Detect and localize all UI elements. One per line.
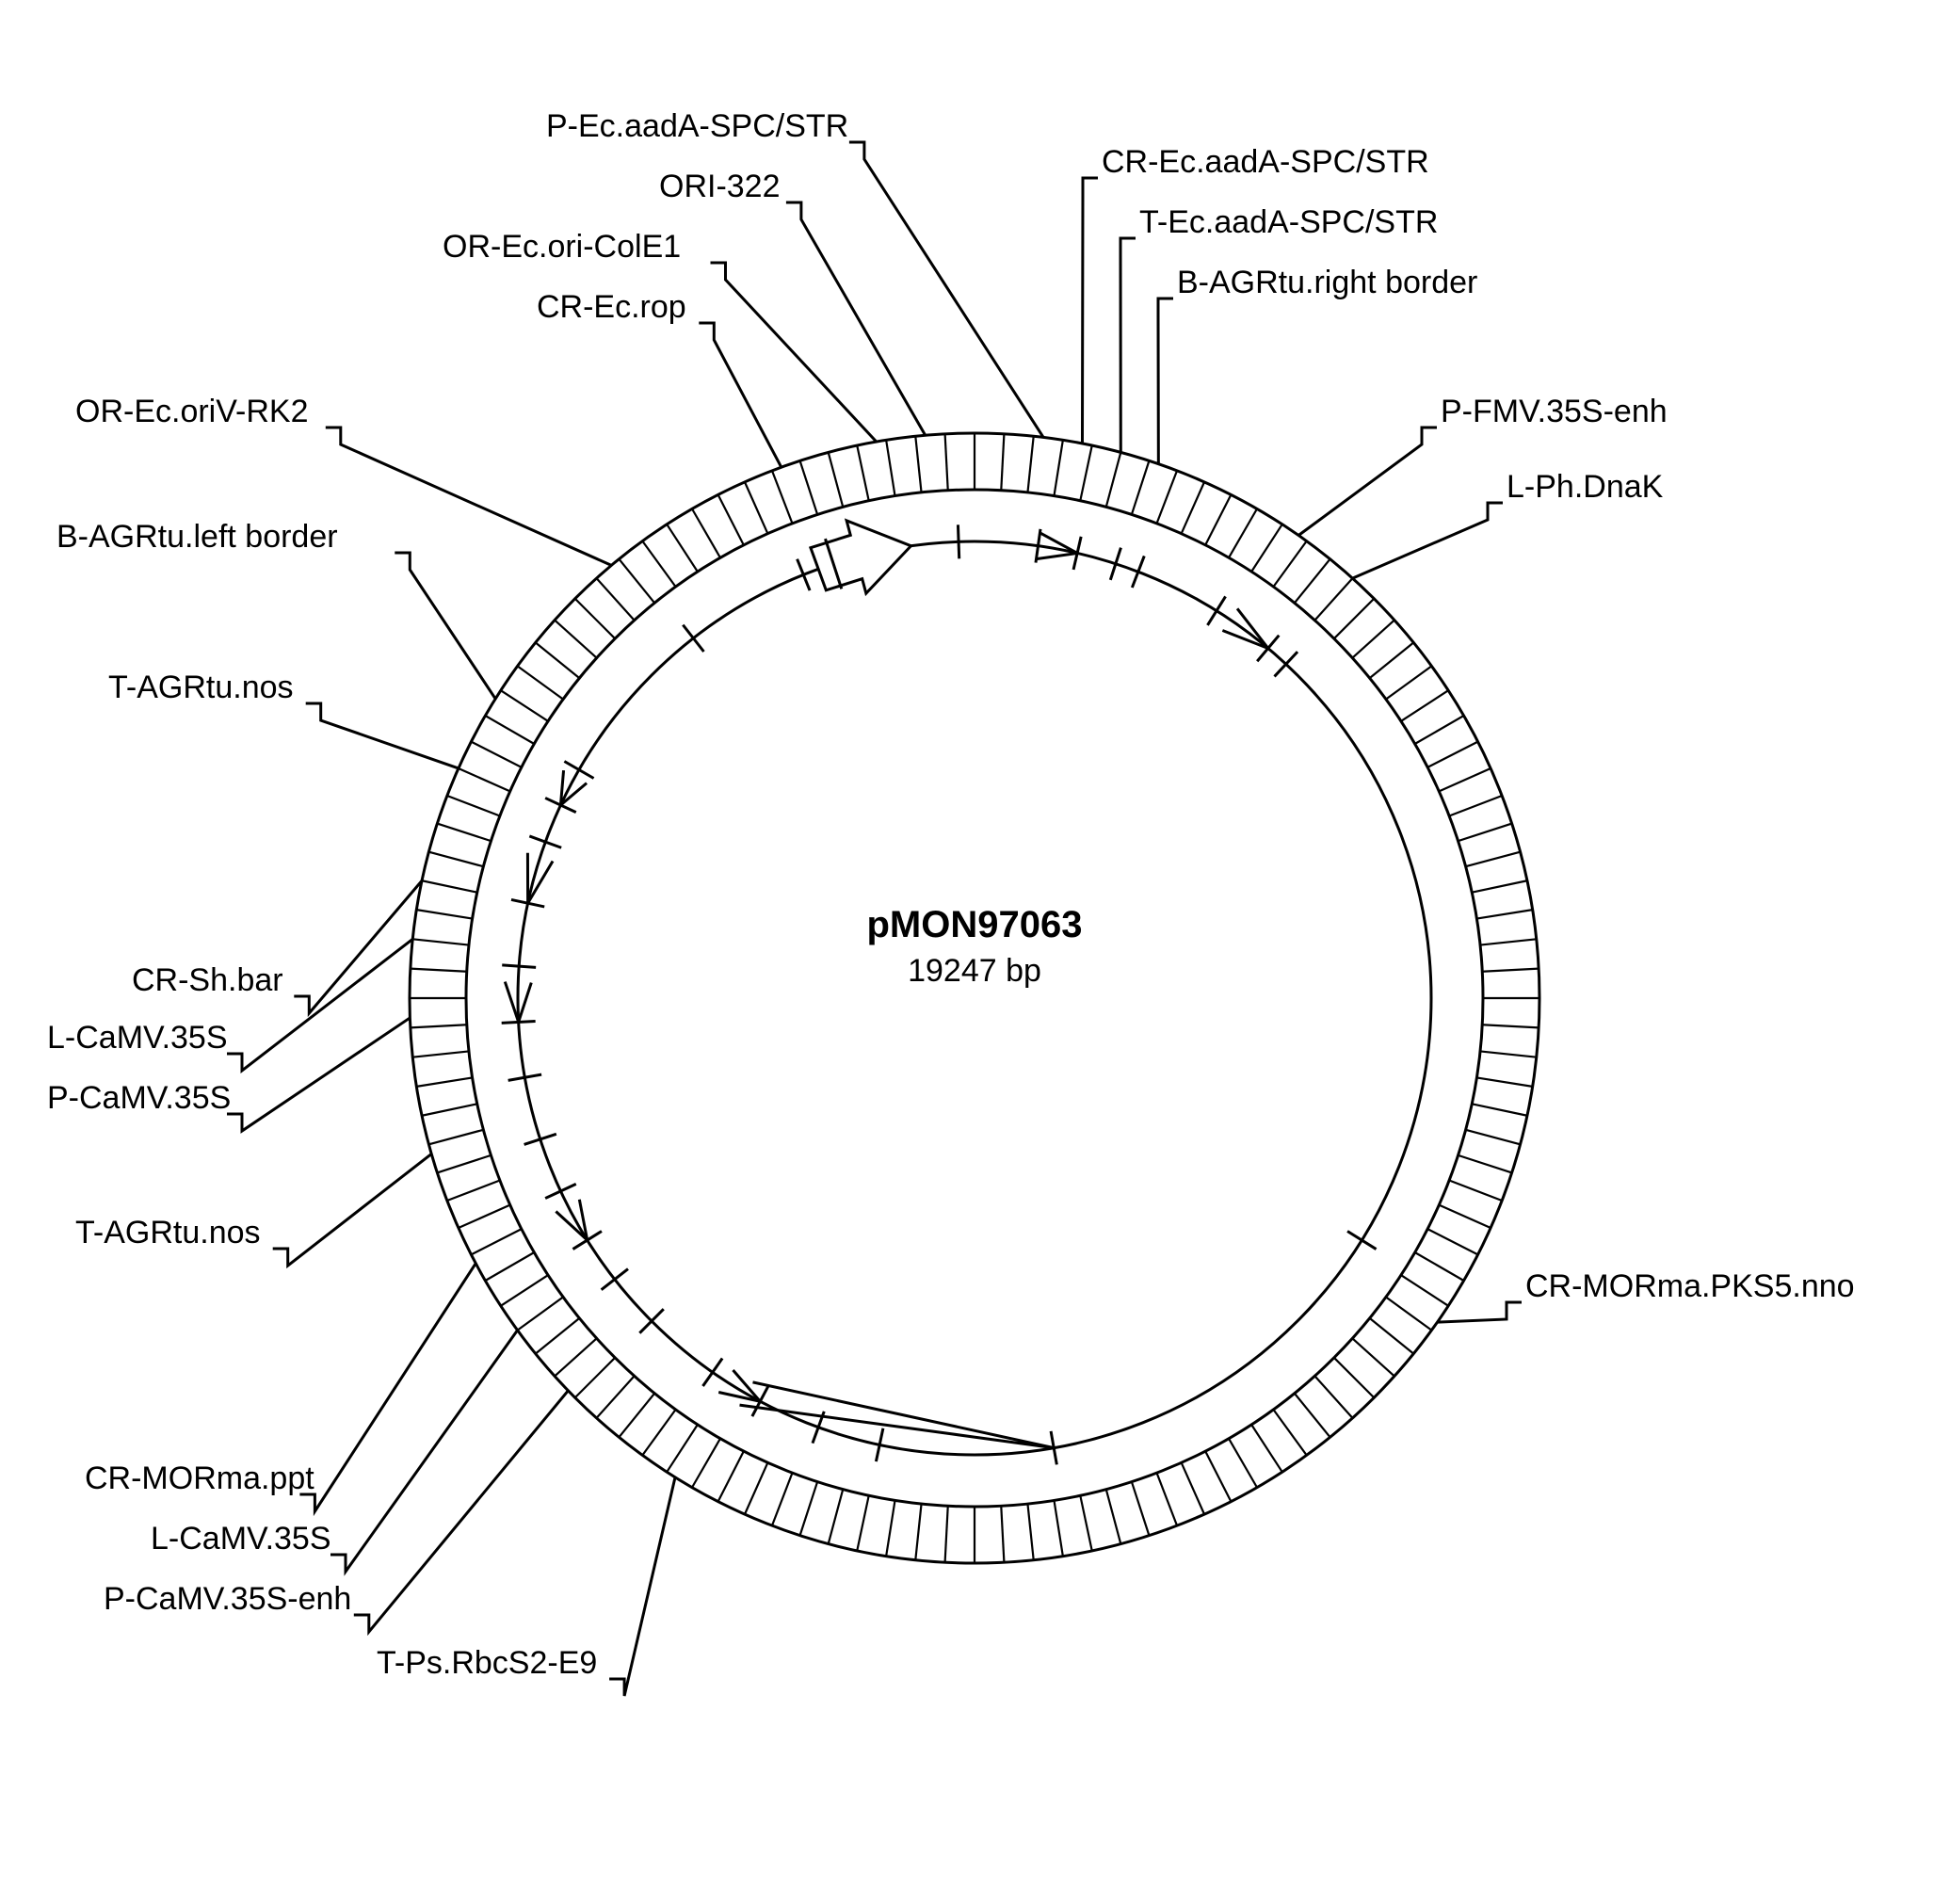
feature-label: P-CaMV.35S-enh [104, 1583, 351, 1615]
feature-label: L-CaMV.35S [47, 1022, 228, 1054]
plasmid-size: 19247 bp [786, 953, 1163, 990]
feature-label: T-AGRtu.nos [75, 1217, 261, 1249]
feature-label: ORI-322 [659, 170, 781, 202]
plasmid-map: pMON97063 19247 bp P-Ec.aadA-SPC/STR ORI-… [0, 0, 1950, 1904]
feature-label: L-Ph.DnaK [1507, 471, 1663, 503]
feature-label: CR-Ec.rop [537, 291, 686, 323]
feature-label: L-CaMV.35S [151, 1523, 331, 1555]
feature-label: P-CaMV.35S [47, 1082, 231, 1114]
feature-label: CR-Sh.bar [132, 964, 283, 996]
feature-label: CR-MORma.PKS5.nno [1525, 1270, 1855, 1302]
feature-label: T-AGRtu.nos [108, 671, 294, 703]
feature-label: CR-MORma.ppt [85, 1462, 314, 1494]
feature-label: P-FMV.35S-enh [1441, 395, 1668, 428]
feature-label: T-Ec.aadA-SPC/STR [1139, 206, 1438, 238]
feature-label: B-AGRtu.left border [56, 521, 338, 553]
plasmid-name: pMON97063 [786, 904, 1163, 946]
feature-label: CR-Ec.aadA-SPC/STR [1102, 146, 1429, 178]
feature-label: P-Ec.aadA-SPC/STR [546, 110, 848, 142]
feature-label: OR-Ec.ori-ColE1 [443, 231, 681, 263]
plasmid-svg [0, 0, 1950, 1904]
feature-label: OR-Ec.oriV-RK2 [75, 395, 309, 428]
feature-label: T-Ps.RbcS2-E9 [377, 1647, 597, 1679]
feature-label: B-AGRtu.right border [1177, 266, 1477, 299]
